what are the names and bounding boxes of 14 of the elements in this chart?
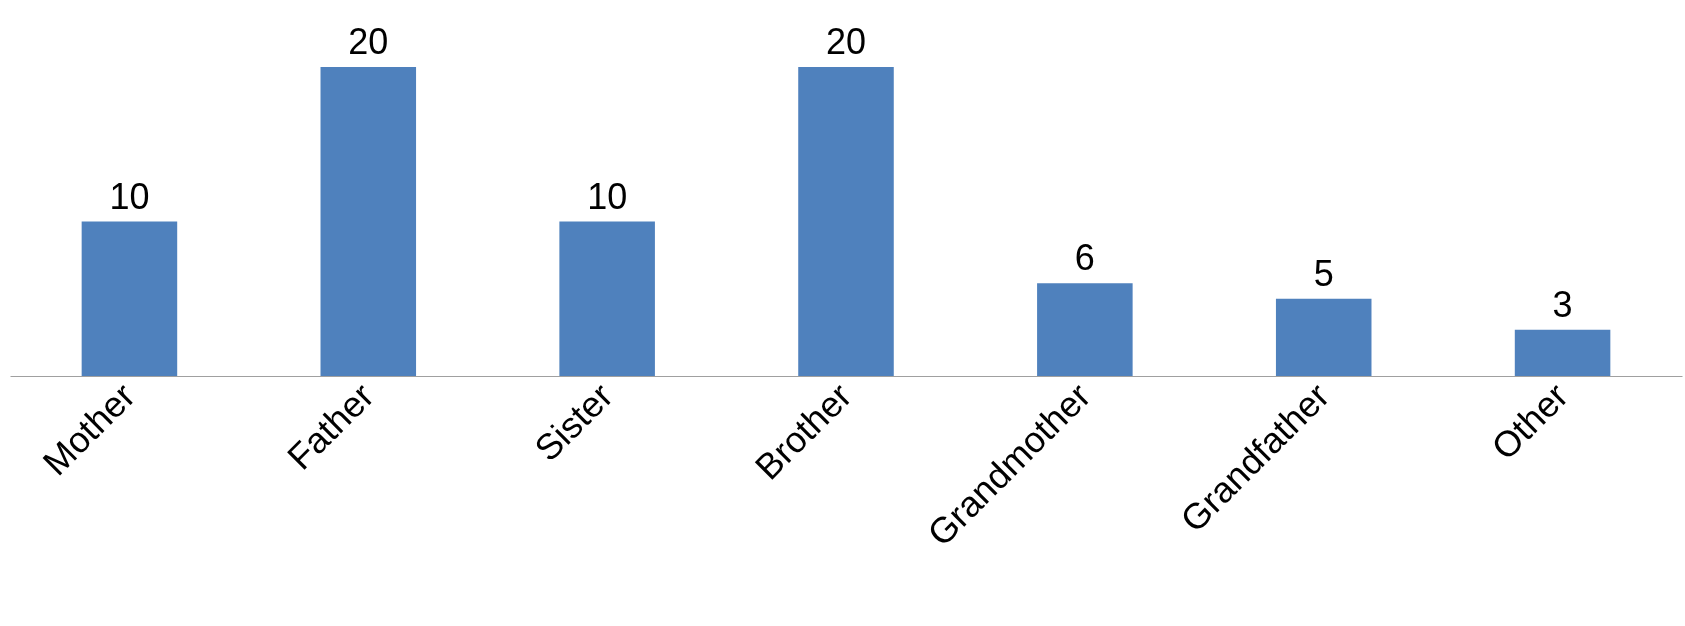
data-label: 20 xyxy=(825,21,867,62)
bar xyxy=(1037,283,1133,376)
bar xyxy=(1514,329,1611,376)
bar xyxy=(320,67,417,376)
data-label: 3 xyxy=(1552,283,1573,325)
bar xyxy=(1275,298,1372,376)
data-label: 10 xyxy=(587,175,628,217)
bar xyxy=(559,221,655,376)
data-label: 5 xyxy=(1313,252,1334,294)
bar xyxy=(798,67,894,376)
bar xyxy=(81,221,178,376)
data-label: 10 xyxy=(109,175,150,217)
data-label: 20 xyxy=(348,21,389,62)
data-label: 6 xyxy=(1074,237,1095,279)
